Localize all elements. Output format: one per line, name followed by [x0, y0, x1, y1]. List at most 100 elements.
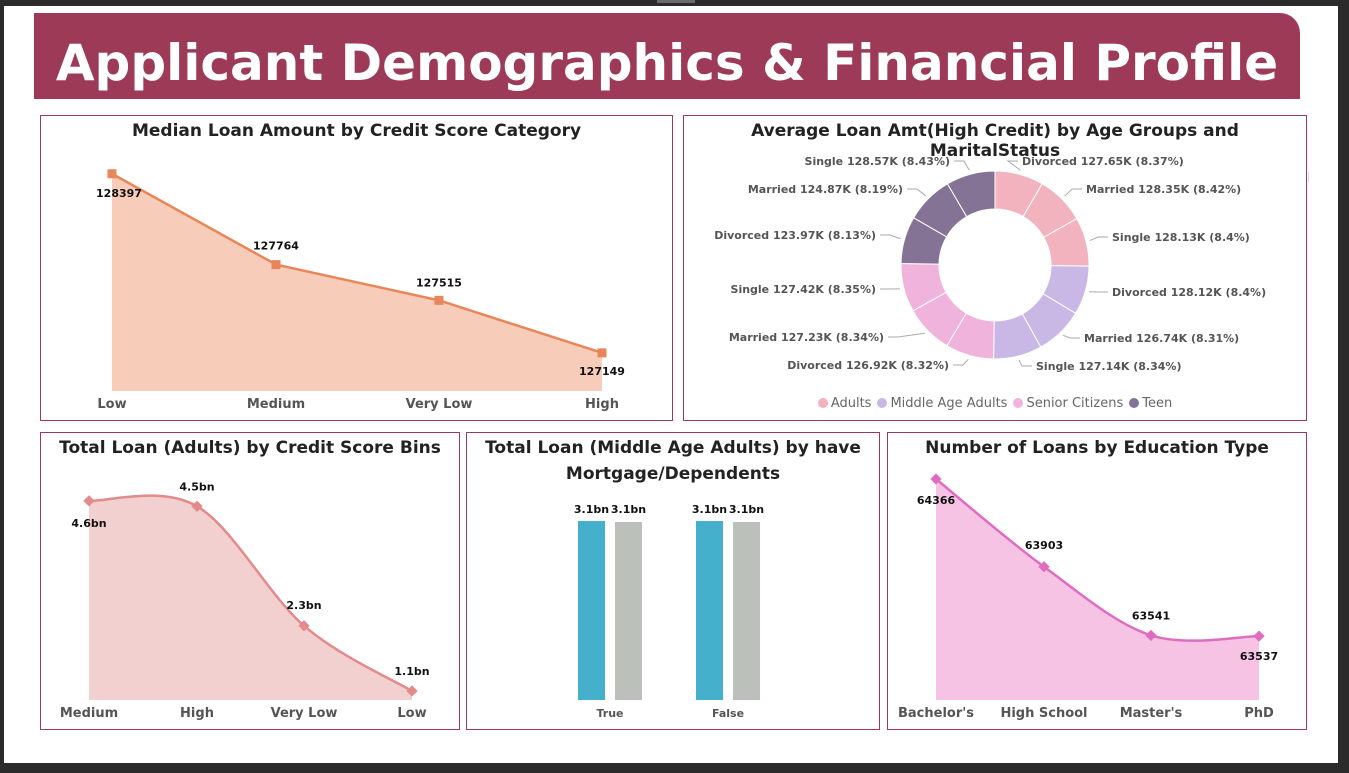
donut-label-8: Married 127.23K (8.34%) — [729, 331, 884, 344]
donut-leader-12 — [954, 160, 970, 171]
data-label-3: 2.3bn — [286, 599, 321, 612]
donut-label-3: Single 128.13K (8.4%) — [1112, 231, 1250, 244]
x-tick-2: High — [180, 706, 214, 721]
donut-leader-2 — [1064, 188, 1082, 197]
series-line — [935, 478, 1260, 642]
x-tick-3: Very Low — [406, 397, 473, 412]
data-label-2: 4.5bn — [179, 480, 214, 493]
median-loan-title: Median Loan Amount by Credit Score Categ… — [131, 121, 582, 141]
data-point-3 — [1145, 629, 1157, 642]
loans-by-education-panel[interactable]: Number of Loans by Education Type 64366 B… — [887, 432, 1307, 730]
bar-true-2 — [615, 522, 642, 700]
x-tick-3: Master's — [1120, 706, 1183, 721]
dashboard-header: Applicant Demographics & Financial Profi… — [34, 13, 1300, 99]
legend-swatch — [817, 398, 828, 408]
bar-label-true-1: 3.1bn — [574, 503, 609, 516]
window-notch — [657, 0, 695, 3]
donut-label-5: Married 126.74K (8.31%) — [1084, 332, 1239, 345]
total-loan-middle-panel[interactable]: Total Loan (Middle Age Adults) by have M… — [466, 432, 880, 730]
series-line — [111, 172, 603, 355]
legend-label: Middle Age Adults — [890, 396, 1008, 411]
area-fill — [89, 495, 412, 700]
donut-label-10: Divorced 123.97K (8.13%) — [714, 229, 876, 242]
legend-label: Adults — [830, 396, 872, 411]
donut-leader-8 — [888, 332, 925, 338]
data-point-4 — [406, 685, 418, 697]
data-point-3 — [434, 295, 444, 305]
donut-legend: Adults Middle Age Adults Senior Citizens Te… — [684, 396, 1306, 411]
x-tick-1: Low — [97, 397, 126, 412]
donut-leader-3 — [1089, 236, 1108, 242]
donut-label-11: Married 124.87K (8.19%) — [748, 183, 903, 196]
bar-false-1 — [696, 521, 723, 700]
legend-label: Senior Citizens — [1026, 396, 1124, 411]
total-loan-adults-title: Total Loan (Adults) by Credit Score Bins — [59, 438, 441, 458]
x-tick-1: Bachelor's — [898, 706, 974, 721]
donut-leader-6 — [1018, 359, 1032, 367]
avg-loan-donut-panel[interactable]: Average Loan Amt(High Credit) by Age Gro… — [683, 115, 1307, 421]
donut-leader-11 — [907, 188, 926, 197]
data-point-4 — [597, 348, 607, 358]
legend-swatch — [1129, 398, 1140, 408]
donut-label-12: Single 128.57K (8.43%) — [805, 155, 950, 168]
donut-label-4: Divorced 128.12K (8.4%) — [1112, 286, 1266, 299]
x-tick-2: Medium — [247, 397, 305, 412]
donut-label-2: Married 128.35K (8.42%) — [1086, 183, 1241, 196]
area-fill — [936, 479, 1259, 700]
x-tick-2: High School — [1000, 706, 1087, 721]
median-loan-chart[interactable]: 128397 Low 127764 Medium 127515 Very Low 12714… — [41, 116, 674, 422]
x-tick-4: High — [585, 397, 619, 412]
donut-label-1: Divorced 127.65K (8.37%) — [1022, 155, 1184, 168]
data-point-4 — [1253, 630, 1265, 642]
legend-label: Teen — [1142, 396, 1173, 411]
loans-by-education-title: Number of Loans by Education Type — [925, 438, 1269, 458]
legend-item-adults[interactable]: Adults — [817, 396, 872, 411]
donut-leader-10 — [880, 234, 901, 240]
legend-item-senior-citizens[interactable]: Senior Citizens — [1013, 396, 1123, 411]
donut-leader-7 — [953, 358, 969, 366]
dashboard-title: Applicant Demographics & Financial Profi… — [55, 34, 1279, 92]
legend-item-teen[interactable]: Teen — [1129, 396, 1172, 411]
total-loan-adults-panel[interactable]: Total Loan (Adults) by Credit Score Bins… — [40, 432, 460, 730]
donut-leader-1 — [1006, 160, 1021, 171]
bar-label-false-2: 3.1bn — [729, 503, 764, 516]
data-label-4: 127149 — [579, 365, 625, 378]
bar-true-1 — [578, 521, 605, 700]
legend-item-middle-age-adults[interactable]: Middle Age Adults — [877, 396, 1007, 411]
data-label-3: 127515 — [416, 276, 462, 289]
data-point-1 — [107, 169, 117, 179]
donut-slice-12 — [946, 170, 996, 218]
data-label-1: 128397 — [96, 187, 142, 200]
x-tick-4: PhD — [1244, 706, 1274, 721]
total-loan-adults-chart[interactable]: 4.6bn Medium 4.5bn High 2.3bn Very Low 1.1bn Lo… — [41, 433, 461, 731]
donut-label-6: Single 127.14K (8.34%) — [1036, 360, 1181, 373]
loans-by-education-chart[interactable]: 64366 Bachelor's 63903 High School 63541 Mast… — [888, 433, 1308, 731]
x-tick-false: False — [712, 707, 744, 720]
x-tick-1: Medium — [60, 706, 118, 721]
donut-label-7: Divorced 126.92K (8.32%) — [787, 359, 949, 372]
data-label-1: 64366 — [917, 494, 956, 507]
data-label-4: 1.1bn — [394, 665, 429, 678]
donut-leader-5 — [1063, 334, 1080, 339]
avg-loan-donut-chart[interactable]: Divorced 127.65K (8.37%) Married 128.35K … — [684, 116, 1308, 422]
x-tick-3: Very Low — [271, 706, 338, 721]
donut-label-9: Single 127.42K (8.35%) — [731, 283, 876, 296]
total-loan-middle-title-line2: Mortgage/Dependents — [565, 464, 781, 484]
avg-loan-donut-title: Average Loan Amt(High Credit) by Age Gro… — [751, 121, 1239, 161]
data-point-2 — [1038, 561, 1050, 573]
data-label-2: 63903 — [1025, 539, 1063, 552]
x-tick-true: True — [596, 707, 623, 720]
legend-swatch — [877, 398, 888, 408]
data-point-2 — [271, 260, 281, 270]
data-label-1: 4.6bn — [71, 517, 106, 530]
legend-swatch — [1013, 398, 1024, 408]
edge-marker — [1308, 172, 1309, 182]
total-loan-middle-title-line1: Total Loan (Middle Age Adults) by have — [485, 438, 861, 458]
data-label-2: 127764 — [253, 240, 299, 253]
bar-label-false-1: 3.1bn — [692, 503, 727, 516]
median-loan-panel[interactable]: Median Loan Amount by Credit Score Categ… — [40, 115, 673, 421]
data-label-4: 63537 — [1240, 650, 1278, 663]
data-label-3: 63541 — [1132, 609, 1170, 622]
bar-false-2 — [733, 522, 760, 700]
